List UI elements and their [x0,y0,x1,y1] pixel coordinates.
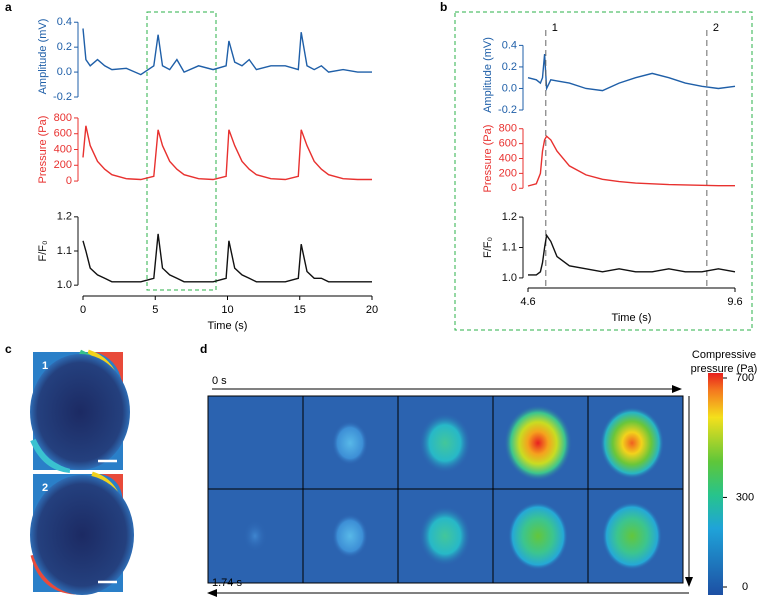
y-axis-label: F/F₀ [37,240,49,261]
trace [82,125,372,181]
x-axis-label: Time (s) [208,320,248,332]
y-tick-label: 1.2 [57,211,72,223]
y-axis-label: Pressure (Pa) [37,116,49,184]
zoom-box [146,11,217,291]
y-axis-label: Amplitude (mV) [37,19,49,95]
image-1: 1 [30,349,130,473]
y-tick-label: 0.4 [57,16,72,28]
trace [528,233,736,276]
y-tick-label: 800 [54,112,72,124]
image-2: 2 [30,471,134,595]
trace [82,233,372,283]
arrow-head [672,385,682,393]
x-tick-label: 4.6 [520,296,535,308]
y-axis-label: F/F₀ [482,237,494,258]
colorbar-tick-label: 0 [742,581,748,593]
x-tick-label: 20 [366,304,378,316]
y-tick-label: 1.1 [502,241,517,253]
y-tick-label: 400 [499,152,517,164]
y-tick-label: 800 [499,123,517,135]
y-tick-label: 0.2 [57,41,72,53]
panel-label: c [5,342,12,356]
y-tick-label: 0.4 [502,39,517,51]
zoom-panel-border [454,11,753,331]
y-tick-label: 0 [66,175,72,187]
y-tick-label: -0.2 [498,104,517,116]
panel-label: b [440,0,447,14]
colorbar-tick-label: 700 [736,372,754,384]
panel-label: d [200,342,207,356]
y-tick-label: 200 [54,159,72,171]
arrow-head [685,577,693,587]
image-label: 2 [42,482,48,494]
y-tick-label: 0.0 [57,66,72,78]
colorbar-tick-label: 300 [736,491,754,503]
x-axis-label: Time (s) [612,312,652,324]
y-tick-label: 400 [54,143,72,155]
x-tick-label: 9.6 [727,296,742,308]
y-tick-label: 1.0 [57,279,72,291]
y-tick-label: -0.2 [53,91,72,103]
y-axis-label: Amplitude (mV) [482,37,494,113]
x-tick-label: 10 [221,304,233,316]
y-tick-label: 1.2 [502,211,517,223]
marker-label: 2 [713,22,719,34]
y-tick-label: 600 [499,138,517,150]
y-tick-label: 1.1 [57,245,72,257]
marker-label: 1 [552,22,558,34]
arrow-head [207,589,217,597]
end-time: 1.74 s [212,577,242,589]
trace [527,135,735,187]
colorbar-title: Compressive [692,349,756,361]
y-tick-label: 0.0 [502,82,517,94]
trace [82,28,372,76]
image-label: 1 [42,360,48,372]
y-tick-label: 200 [499,167,517,179]
colorbar-title: pressure (Pa) [691,363,758,375]
x-tick-label: 15 [294,304,306,316]
y-tick-label: 0 [511,182,517,194]
start-time: 0 s [212,375,227,387]
panel-label: a [5,0,12,14]
trace [527,53,736,92]
colorbar [708,373,723,595]
y-tick-label: 1.0 [502,272,517,284]
y-tick-label: 0.2 [502,61,517,73]
y-axis-label: Pressure (Pa) [482,125,494,193]
x-tick-label: 5 [152,304,158,316]
y-tick-label: 600 [54,128,72,140]
x-tick-label: 0 [80,304,86,316]
pressure-map-grid [207,395,684,584]
